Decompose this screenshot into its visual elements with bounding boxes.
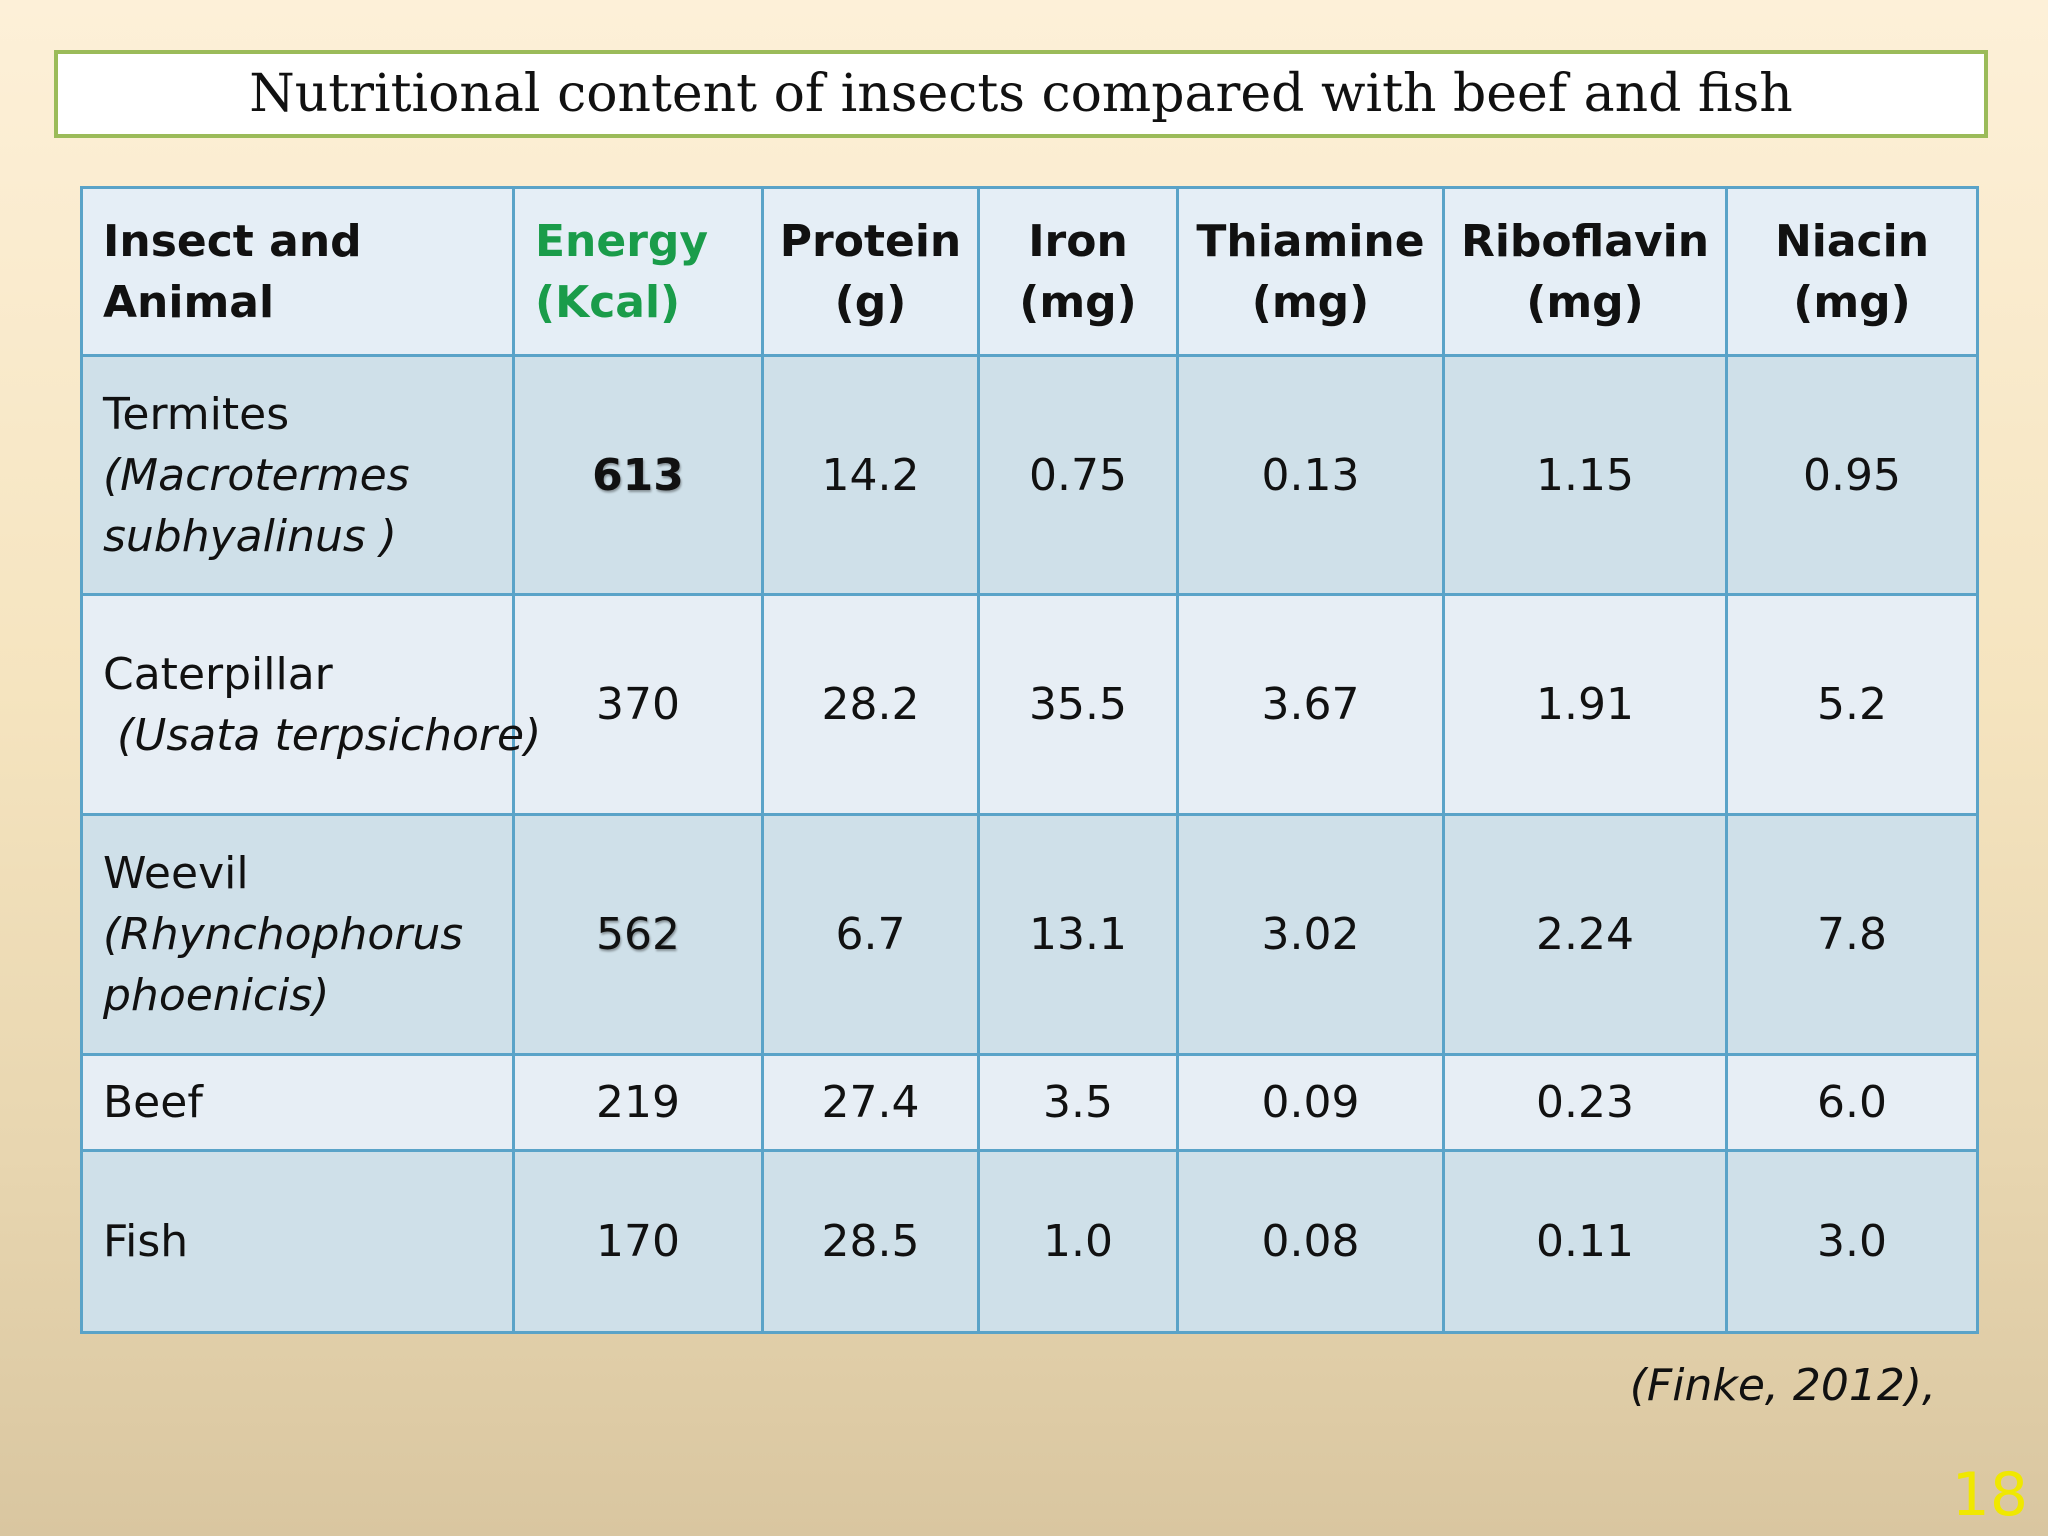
- cell-energy: 219: [512, 1053, 764, 1152]
- table-row-termites: Termites (Macrotermes subhyalinus ) 613 1…: [80, 354, 1979, 596]
- header-protein: Protein (g): [761, 186, 980, 357]
- header-niacin: Niacin (mg): [1725, 186, 1979, 357]
- row-label: Fish: [80, 1149, 515, 1334]
- table-header-row: Insect and Animal Energy (Kcal) Protein (g…: [80, 186, 1979, 357]
- cell-protein: 28.5: [761, 1149, 980, 1334]
- cell-riboflavin: 0.11: [1442, 1149, 1728, 1334]
- slide-title-box: Nutritional content of insects compared …: [54, 50, 1988, 138]
- table-row-caterpillar: Caterpillar (Usata terpsichore) 370 28.2…: [80, 593, 1979, 816]
- header-energy: Energy (Kcal): [512, 186, 764, 357]
- cell-thiamine: 3.67: [1176, 593, 1445, 816]
- cell-energy: 613: [512, 354, 764, 596]
- row-label: Beef: [80, 1053, 515, 1152]
- cell-riboflavin: 1.91: [1442, 593, 1728, 816]
- header-riboflavin: Riboflavin (mg): [1442, 186, 1728, 357]
- citation: (Finke, 2012),: [1629, 1360, 1936, 1411]
- row-label: Caterpillar (Usata terpsichore): [80, 593, 541, 816]
- cell-protein: 27.4: [761, 1053, 980, 1152]
- cell-energy: 370: [512, 593, 764, 816]
- row-label: Weevil (Rhynchophorus phoenicis): [80, 813, 515, 1056]
- header-insect-animal: Insect and Animal: [80, 186, 515, 357]
- cell-niacin: 5.2: [1725, 593, 1979, 816]
- cell-iron: 35.5: [977, 593, 1179, 816]
- cell-thiamine: 0.13: [1176, 354, 1445, 596]
- cell-riboflavin: 1.15: [1442, 354, 1728, 596]
- header-iron: Iron (mg): [977, 186, 1179, 357]
- cell-protein: 28.2: [761, 593, 980, 816]
- cell-niacin: 0.95: [1725, 354, 1979, 596]
- cell-thiamine: 3.02: [1176, 813, 1445, 1056]
- cell-thiamine: 0.08: [1176, 1149, 1445, 1334]
- cell-thiamine: 0.09: [1176, 1053, 1445, 1152]
- table-row-fish: Fish 170 28.5 1.0 0.08 0.11 3.0: [80, 1149, 1979, 1334]
- cell-energy: 170: [512, 1149, 764, 1334]
- cell-riboflavin: 2.24: [1442, 813, 1728, 1056]
- table-row-weevil: Weevil (Rhynchophorus phoenicis) 562 6.7 …: [80, 813, 1979, 1056]
- cell-protein: 14.2: [761, 354, 980, 596]
- cell-riboflavin: 0.23: [1442, 1053, 1728, 1152]
- cell-iron: 0.75: [977, 354, 1179, 596]
- cell-iron: 1.0: [977, 1149, 1179, 1334]
- cell-niacin: 7.8: [1725, 813, 1979, 1056]
- cell-protein: 6.7: [761, 813, 980, 1056]
- row-label: Termites (Macrotermes subhyalinus ): [80, 354, 515, 596]
- slide-title: Nutritional content of insects compared …: [249, 64, 1793, 124]
- cell-energy: 562: [512, 813, 764, 1056]
- cell-niacin: 3.0: [1725, 1149, 1979, 1334]
- cell-iron: 3.5: [977, 1053, 1179, 1152]
- cell-niacin: 6.0: [1725, 1053, 1979, 1152]
- nutrition-table: Insect and Animal Energy (Kcal) Protein (g…: [80, 186, 1979, 1334]
- header-thiamine: Thiamine (mg): [1176, 186, 1445, 357]
- page-number: 18: [1951, 1460, 2028, 1530]
- cell-iron: 13.1: [977, 813, 1179, 1056]
- table-row-beef: Beef 219 27.4 3.5 0.09 0.23 6.0: [80, 1053, 1979, 1152]
